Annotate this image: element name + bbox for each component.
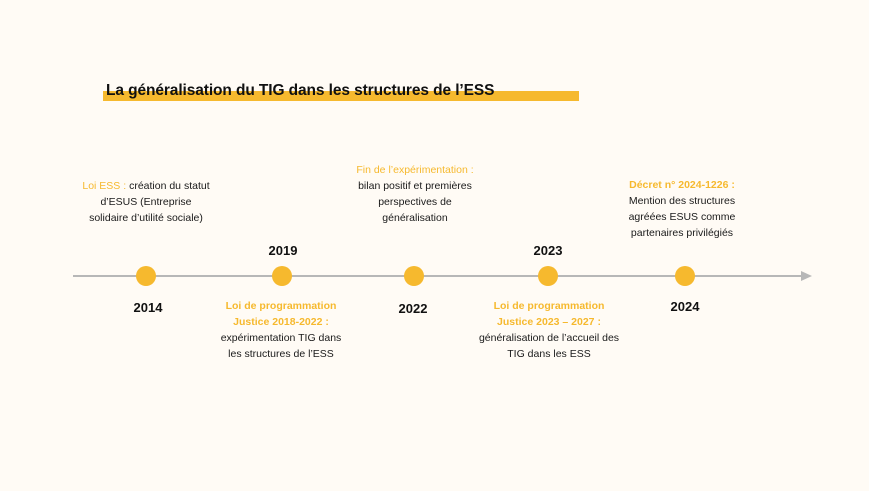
year-label-2024: 2024 — [670, 299, 700, 314]
timeline-dot-2022 — [404, 266, 424, 286]
timeline-dot-2024 — [675, 266, 695, 286]
event-note-2019: Loi de programmation Justice 2018-2022 :… — [216, 298, 346, 362]
event-text-2022: bilan positif et premières perspectives … — [358, 180, 472, 224]
event-note-2022: Fin de l’expérimentation : bilan positif… — [332, 162, 498, 226]
event-head-2023: Loi de programmation Justice 2023 – 2027… — [493, 300, 605, 328]
page-title: La généralisation du TIG dans les struct… — [106, 82, 495, 99]
event-text-2023: généralisation de l’accueil des TIG dans… — [478, 332, 620, 360]
event-text-2024: Mention des structures agréées ESUS comm… — [628, 195, 736, 239]
year-label-2014: 2014 — [133, 300, 163, 315]
timeline-dot-2014 — [136, 266, 156, 286]
title-underline — [103, 91, 579, 101]
year-label-2022: 2022 — [398, 301, 428, 316]
event-head-2019: Loi de programmation Justice 2018-2022 : — [225, 300, 337, 328]
event-text-2014: création du statut d’ESUS (Entreprise so… — [89, 180, 210, 224]
event-head-2022: Fin de l’expérimentation : — [356, 164, 474, 176]
timeline-dot-2019 — [272, 266, 292, 286]
event-text-2019: expérimentation TIG dans les structures … — [220, 332, 342, 360]
event-head-2014: Loi ESS : — [82, 180, 127, 192]
timeline-dot-2023 — [538, 266, 558, 286]
event-note-2024: Décret n° 2024-1226 : Mention des struct… — [604, 177, 760, 241]
event-note-2014: Loi ESS : création du statut d’ESUS (Ent… — [80, 178, 212, 226]
timeline-axis — [73, 275, 803, 277]
year-label-2019: 2019 — [268, 243, 298, 258]
year-label-2023: 2023 — [533, 243, 563, 258]
event-head-2024: Décret n° 2024-1226 : — [629, 179, 735, 191]
timeline-arrow-icon — [801, 271, 812, 281]
event-note-2023: Loi de programmation Justice 2023 – 2027… — [472, 298, 626, 362]
